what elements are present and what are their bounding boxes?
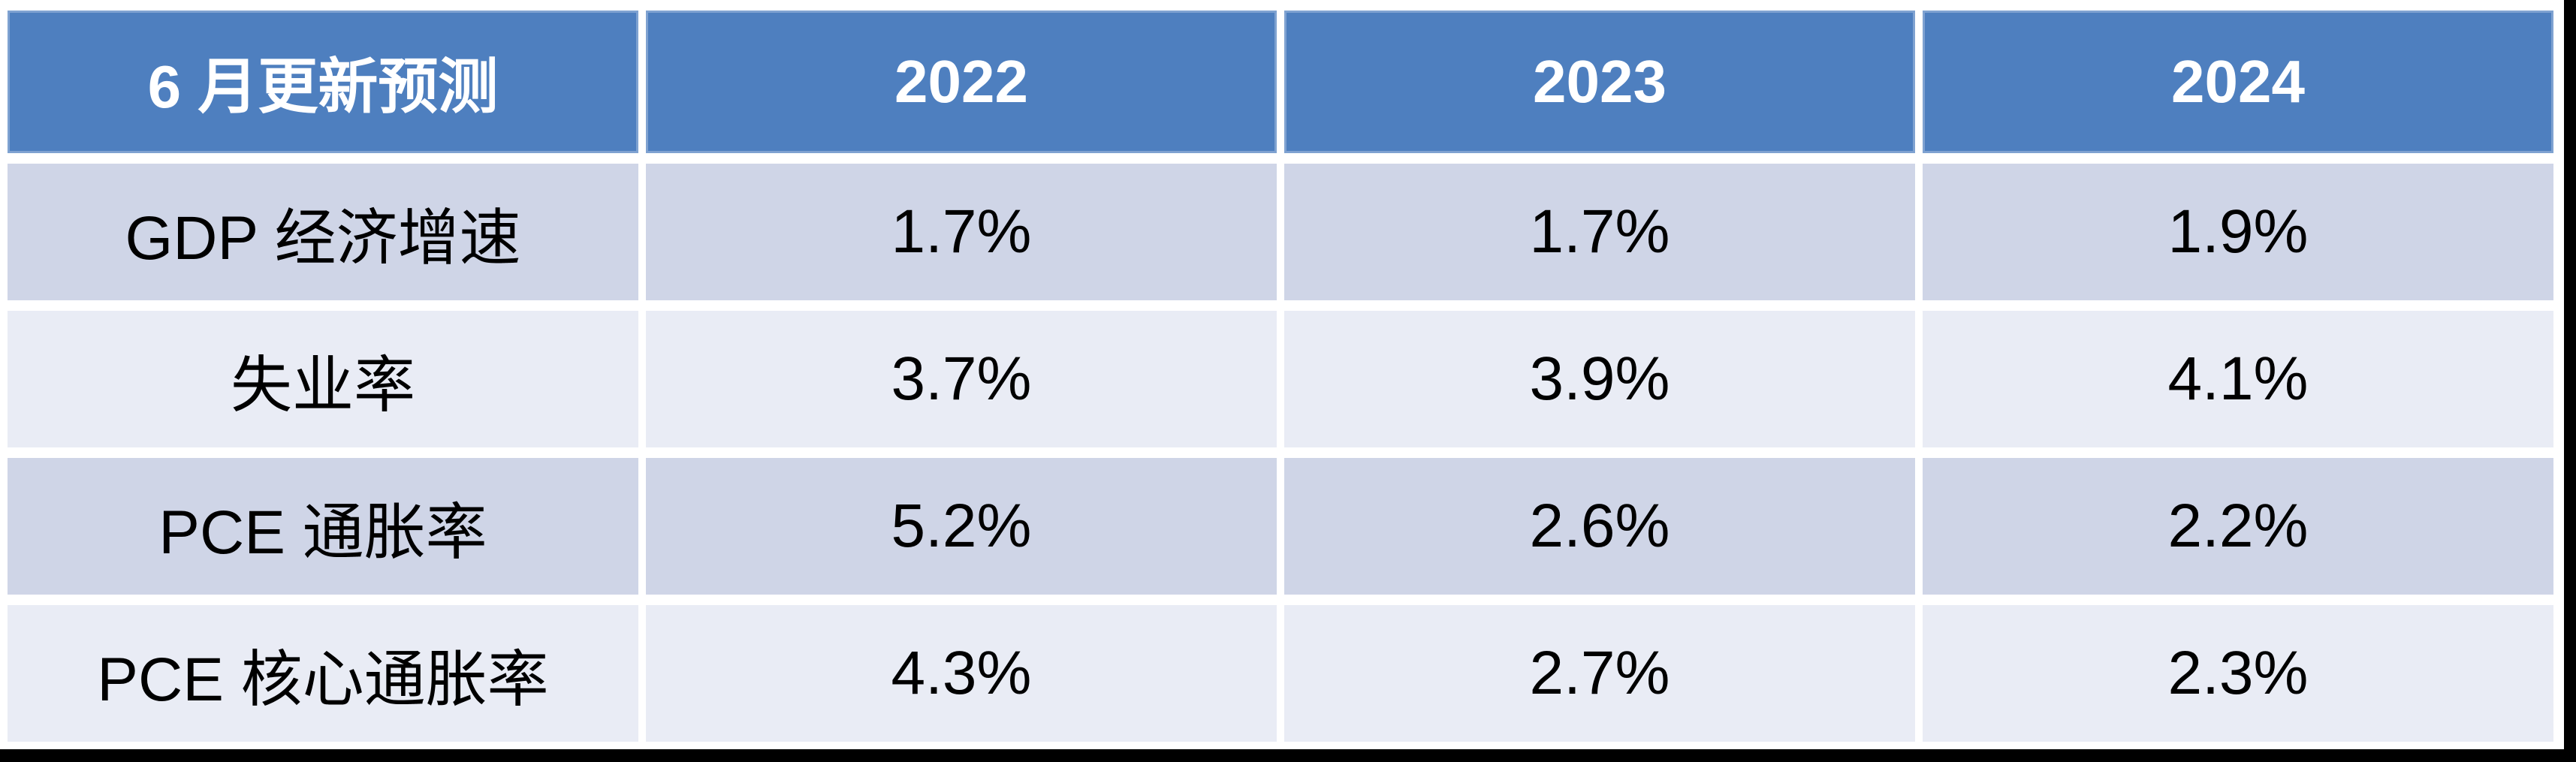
table-row-pce-inflation: PCE 通胀率 5.2% 2.6% 2.2%	[8, 458, 2553, 595]
forecast-table-header: 6 月更新预测 2022 2023 2024	[8, 11, 2553, 153]
value-cell: 2.7%	[1284, 605, 1915, 742]
table-canvas: 6 月更新预测 2022 2023 2024 GDP 经济增速 1.7% 1.7…	[0, 0, 2564, 749]
header-cell-2023: 2023	[1284, 11, 1915, 153]
row-label: PCE 通胀率	[8, 458, 638, 595]
value-cell: 3.7%	[646, 311, 1277, 447]
header-cell-2022: 2022	[646, 11, 1277, 153]
value-cell: 3.9%	[1284, 311, 1915, 447]
value-cell: 5.2%	[646, 458, 1277, 595]
header-row: 6 月更新预测 2022 2023 2024	[8, 11, 2553, 153]
table-row-unemployment: 失业率 3.7% 3.9% 4.1%	[8, 311, 2553, 447]
table-row-core-pce-inflation: PCE 核心通胀率 4.3% 2.7% 2.3%	[8, 605, 2553, 742]
forecast-table: 6 月更新预测 2022 2023 2024 GDP 经济增速 1.7% 1.7…	[8, 11, 2553, 742]
value-cell: 4.1%	[1923, 311, 2553, 447]
header-cell-2024: 2024	[1923, 11, 2553, 153]
value-cell: 2.3%	[1923, 605, 2553, 742]
right-black-bar	[2564, 0, 2576, 762]
value-cell: 1.9%	[1923, 164, 2553, 300]
forecast-table-body: GDP 经济增速 1.7% 1.7% 1.9% 失业率 3.7% 3.9% 4.…	[8, 164, 2553, 742]
bottom-black-bar	[0, 749, 2576, 762]
value-cell: 1.7%	[1284, 164, 1915, 300]
row-label: 失业率	[8, 311, 638, 447]
row-label: GDP 经济增速	[8, 164, 638, 300]
value-cell: 1.7%	[646, 164, 1277, 300]
value-cell: 4.3%	[646, 605, 1277, 742]
table-row-gdp-growth: GDP 经济增速 1.7% 1.7% 1.9%	[8, 164, 2553, 300]
value-cell: 2.6%	[1284, 458, 1915, 595]
value-cell: 2.2%	[1923, 458, 2553, 595]
header-cell-title: 6 月更新预测	[8, 11, 638, 153]
row-label: PCE 核心通胀率	[8, 605, 638, 742]
